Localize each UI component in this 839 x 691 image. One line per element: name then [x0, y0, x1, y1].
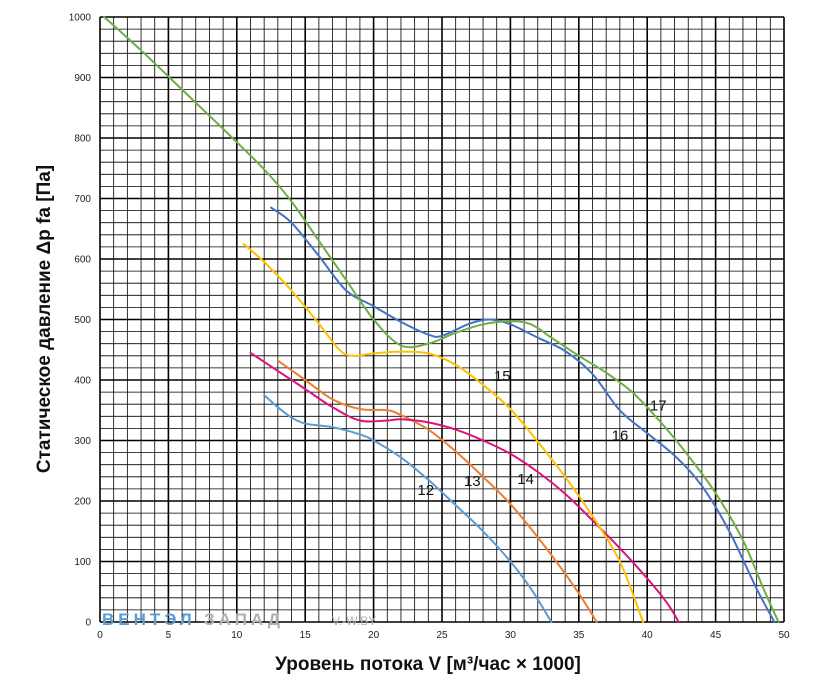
y-tick-label: 700: [74, 194, 91, 205]
y-tick-label: 800: [74, 134, 91, 145]
y-tick-label: 500: [74, 315, 91, 326]
curve-label-17: 17: [650, 397, 667, 414]
x-tick-label: 50: [778, 630, 790, 641]
y-tick-label: 400: [74, 376, 91, 387]
series-group: [103, 16, 780, 623]
x-tick-label: 45: [710, 630, 722, 641]
curve-label-16: 16: [612, 428, 629, 445]
grid: [99, 16, 785, 623]
series-line-17: [103, 16, 780, 623]
curve-label-14: 14: [517, 471, 534, 488]
x-tick-label: 35: [573, 630, 585, 641]
y-tick-label: 300: [74, 436, 91, 447]
watermark-text-2: ЗАПАД: [204, 610, 284, 629]
x-axis-title: Уровень потока V [м³/час × 1000]: [275, 654, 581, 675]
y-tick-label: 1000: [69, 13, 92, 24]
x-tick-label: 40: [642, 630, 654, 641]
curve-labels: 12 13 14 15 16 17: [417, 368, 666, 499]
curve-label-15: 15: [494, 368, 511, 385]
x-tick-label: 20: [368, 630, 380, 641]
x-tick-label: 15: [300, 630, 312, 641]
x-tick-label: 25: [436, 630, 448, 641]
y-tick-label: 200: [74, 497, 91, 508]
y-tick-label: 100: [74, 557, 91, 568]
watermark-text-1: ВЕНТЭЛ: [102, 610, 196, 629]
watermark: ВЕНТЭЛ ЗАПАД V.-W.BY: [102, 610, 376, 629]
x-tick-label: 10: [231, 630, 243, 641]
series-line-13: [276, 359, 598, 623]
series-line-16: [270, 206, 776, 623]
series-line-12: [263, 394, 553, 623]
x-tick-label: 30: [505, 630, 517, 641]
y-tick-labels: 0 100 200 300 400 500 600 700 800 900 1000: [69, 13, 92, 629]
y-tick-label: 900: [74, 73, 91, 84]
x-tick-label: 0: [97, 630, 103, 641]
curve-label-13: 13: [464, 473, 481, 490]
y-axis-title: Статическое давление Δp fa [Па]: [34, 165, 55, 473]
y-tick-label: 600: [74, 255, 91, 266]
x-tick-label: 5: [166, 630, 172, 641]
series-line-14: [249, 351, 680, 623]
watermark-text-3: V.-W.BY: [332, 614, 376, 628]
y-tick-label: 0: [85, 618, 91, 629]
curve-label-12: 12: [417, 482, 434, 499]
x-tick-labels: 0 5 10 15 20 25 30 35 40 45 50: [97, 630, 790, 641]
series-line-15: [242, 242, 645, 623]
